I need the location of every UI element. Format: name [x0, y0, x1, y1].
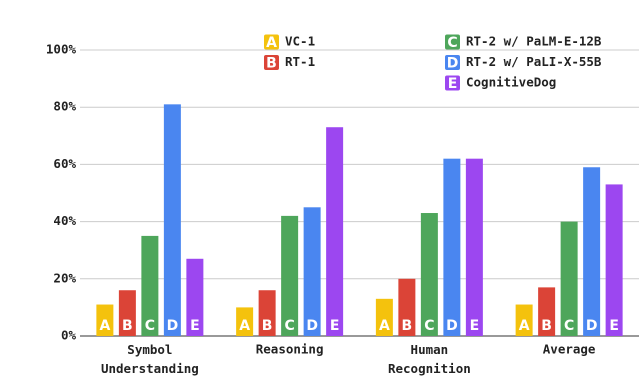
- legend-swatch: [264, 55, 279, 70]
- legend-letter: B: [266, 56, 277, 72]
- bar: [236, 307, 254, 336]
- bar: [465, 158, 483, 336]
- bar: [420, 213, 438, 336]
- y-tick-label: 100%: [46, 42, 77, 57]
- bar-letter: E: [330, 318, 340, 334]
- y-tick-label: 80%: [53, 99, 76, 114]
- x-tick-label: Symbol Understanding: [101, 342, 199, 376]
- bar-letter: E: [470, 318, 480, 334]
- legend-label: RT-2 w/ PaLM-E-12B: [466, 34, 602, 49]
- bar-letter: A: [239, 318, 250, 334]
- bar: [186, 258, 204, 336]
- bar-letter: B: [402, 318, 413, 334]
- bar: [538, 287, 556, 336]
- legend-swatch: [445, 34, 460, 50]
- bar-letter: B: [541, 318, 552, 334]
- y-tick-label: 60%: [53, 156, 76, 171]
- legend-letter: C: [447, 35, 457, 51]
- legend-swatch: [264, 34, 279, 50]
- bar-letter: C: [145, 318, 155, 334]
- legend-swatch: [445, 55, 460, 70]
- bar-letter: D: [446, 318, 458, 334]
- legend-letter: E: [448, 76, 458, 92]
- legend-letter: D: [447, 56, 459, 72]
- bar-letter: D: [586, 318, 598, 334]
- bar: [443, 158, 461, 336]
- bar: [118, 290, 136, 336]
- bar: [375, 298, 393, 336]
- bar-letter: A: [519, 318, 530, 334]
- legend-label: RT-2 w/ PaLI-X-55B: [466, 54, 602, 69]
- bar: [163, 104, 181, 336]
- x-tick-label: Reasoning: [256, 342, 324, 357]
- bar-letter: E: [609, 318, 619, 334]
- bar: [96, 304, 114, 336]
- legend-swatch: [445, 75, 460, 91]
- bar-letter: C: [284, 318, 294, 334]
- bar-letter: B: [122, 318, 133, 334]
- bar-letter: A: [379, 318, 390, 334]
- legend-label: RT-1: [285, 54, 315, 69]
- bar-letter: D: [306, 318, 318, 334]
- bar-letter: C: [564, 318, 574, 334]
- bar-letter: A: [99, 318, 110, 334]
- bar: [398, 278, 416, 336]
- bar: [605, 184, 623, 336]
- legend-label: VC-1: [285, 34, 315, 49]
- bar: [515, 304, 533, 336]
- bar: [303, 207, 321, 336]
- legend-label: CognitiveDog: [466, 75, 556, 90]
- y-tick-label: 0%: [61, 328, 77, 343]
- x-tick-label: Average: [543, 342, 596, 357]
- bar: [583, 167, 601, 336]
- y-tick-label: 40%: [53, 213, 76, 228]
- bar: [326, 127, 344, 336]
- bar-letter: B: [262, 318, 273, 334]
- y-tick-label: 20%: [53, 270, 76, 285]
- x-tick-label: Human Recognition: [388, 342, 471, 376]
- bar-letter: C: [424, 318, 434, 334]
- bar: [258, 290, 276, 336]
- bar-letter: D: [167, 318, 179, 334]
- bar: [281, 215, 299, 336]
- bar-letter: E: [190, 318, 200, 334]
- legend-letter: A: [266, 35, 277, 51]
- bar: [141, 235, 159, 336]
- bar: [560, 221, 578, 336]
